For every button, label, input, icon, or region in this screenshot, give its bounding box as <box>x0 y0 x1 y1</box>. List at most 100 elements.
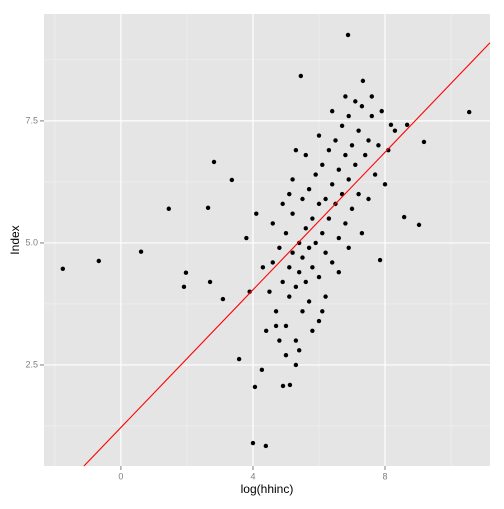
point <box>287 265 292 270</box>
point <box>254 211 259 216</box>
y-tick-label: 2.5 <box>25 359 38 369</box>
point <box>356 128 361 133</box>
point <box>303 226 308 231</box>
point <box>379 108 384 114</box>
point <box>323 250 328 255</box>
point <box>343 221 348 226</box>
point <box>376 143 381 148</box>
y-tick-label: 7.5 <box>25 115 38 125</box>
point <box>386 147 391 153</box>
point <box>401 214 407 220</box>
point <box>263 328 269 333</box>
point <box>372 172 378 177</box>
point <box>366 196 371 202</box>
point <box>421 139 427 145</box>
point <box>296 240 302 246</box>
point <box>339 123 345 128</box>
point <box>250 440 256 446</box>
point <box>283 323 289 329</box>
point <box>220 296 226 302</box>
point <box>323 196 328 202</box>
point <box>296 348 302 353</box>
point <box>326 216 332 221</box>
point <box>166 206 171 211</box>
panel <box>44 14 490 466</box>
point <box>211 159 217 165</box>
point <box>329 182 335 187</box>
point <box>369 94 375 99</box>
x-axis-label: log(hhinc) <box>241 482 294 496</box>
point <box>306 187 312 192</box>
point <box>467 109 472 115</box>
point <box>349 206 355 211</box>
point <box>263 443 269 449</box>
point <box>283 352 289 358</box>
point <box>306 245 312 251</box>
x-tick-label: 8 <box>383 471 388 481</box>
point <box>316 201 322 207</box>
point <box>353 162 358 168</box>
point <box>369 113 375 119</box>
point <box>316 318 322 324</box>
point <box>320 230 325 236</box>
point <box>236 356 242 362</box>
point <box>360 78 366 84</box>
point <box>277 245 282 251</box>
point <box>280 279 285 285</box>
point <box>298 73 304 79</box>
point <box>316 274 322 280</box>
point <box>359 230 365 236</box>
point <box>290 211 295 216</box>
point <box>267 289 272 294</box>
point <box>270 260 275 265</box>
point <box>345 32 351 38</box>
point <box>336 235 342 241</box>
point <box>300 196 305 202</box>
point <box>343 94 348 99</box>
point <box>388 122 394 128</box>
point <box>290 250 295 255</box>
point <box>229 177 235 183</box>
point <box>293 284 299 290</box>
point <box>353 99 358 104</box>
point <box>287 294 292 299</box>
point <box>310 265 315 270</box>
y-axis-label: Index <box>8 225 22 254</box>
point <box>326 147 332 153</box>
point <box>290 177 295 182</box>
point <box>363 152 368 158</box>
point <box>293 362 299 368</box>
point <box>138 249 144 254</box>
point <box>273 309 279 314</box>
point <box>293 147 299 153</box>
point <box>259 367 265 373</box>
point <box>183 270 189 275</box>
point <box>366 138 371 143</box>
point <box>303 152 308 158</box>
point <box>349 143 355 148</box>
point <box>277 338 282 343</box>
point <box>416 222 422 228</box>
point <box>280 383 286 389</box>
x-tick-label: 4 <box>250 471 255 481</box>
point <box>404 122 410 128</box>
point <box>346 245 351 251</box>
point <box>310 328 315 333</box>
point <box>244 235 249 241</box>
point <box>252 384 258 390</box>
point <box>280 201 285 207</box>
fit-line <box>83 42 491 467</box>
point <box>207 279 213 285</box>
point <box>270 221 275 226</box>
point <box>96 258 102 264</box>
point <box>306 299 312 304</box>
point <box>313 172 318 177</box>
point <box>346 177 351 182</box>
point <box>346 113 351 119</box>
point <box>356 191 361 197</box>
point <box>300 255 305 260</box>
point <box>377 257 383 263</box>
point <box>300 309 305 314</box>
point <box>320 162 325 168</box>
